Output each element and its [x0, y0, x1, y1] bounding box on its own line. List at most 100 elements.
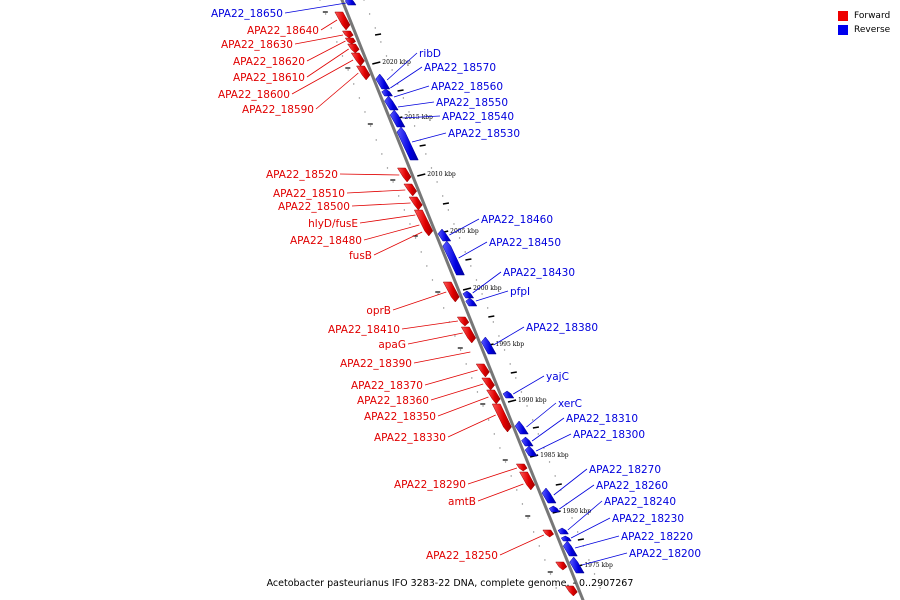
leader-line [339, 173, 400, 176]
tick-label: 1975 kbp [584, 562, 613, 569]
tick-mark [462, 287, 472, 291]
tick-label: 1980 kbp [563, 508, 592, 515]
legend: Forward Reverse [838, 9, 890, 37]
gene-label-reverse: APA22_18260 [596, 480, 668, 492]
reverse-gene [381, 88, 394, 97]
leader-line [513, 375, 545, 395]
reverse-gene [560, 535, 572, 542]
leader-line [306, 48, 349, 78]
gene-label-reverse: APA22_18230 [612, 513, 684, 525]
gene-label-forward: APA22_18590 [242, 104, 314, 116]
forward-gene [519, 471, 536, 491]
minor-tick [397, 89, 404, 92]
leader-line [467, 467, 518, 485]
forward-gene [486, 389, 501, 405]
forward-gene [341, 30, 354, 39]
leader-line [437, 396, 489, 417]
gene-label-forward: APA22_18390 [340, 358, 412, 370]
gene-label-forward: APA22_18510 [273, 188, 345, 200]
gene-label-forward: apaG [378, 339, 406, 351]
reverse-gene [481, 336, 497, 355]
gene-labels: APA22_18640 APA22_18630 APA22_18620 APA22_1… [211, 8, 701, 562]
leader-line [570, 517, 611, 539]
leader-line [306, 40, 346, 62]
legend-label-forward: Forward [854, 11, 891, 21]
tick-label: 2010 kbp [427, 171, 456, 178]
legend-swatch-forward [838, 11, 848, 21]
gene-label-reverse: APA22_18380 [526, 322, 598, 334]
minor-tick [465, 258, 472, 261]
minor-tick [442, 202, 450, 205]
reverse-gene [548, 505, 561, 513]
forward-gene [347, 43, 360, 54]
minor-tick [488, 315, 495, 318]
legend-label-reverse: Reverse [854, 25, 891, 35]
tick-mark [372, 61, 381, 65]
gene-label-forward: APA22_18610 [233, 72, 305, 84]
minor-tick [555, 483, 562, 486]
leader-line [458, 241, 488, 259]
gene-label-reverse: APA22_18550 [436, 97, 508, 109]
leader-line [397, 101, 435, 108]
reverse-gene [462, 290, 475, 299]
gene-label-reverse: yajC [546, 371, 569, 383]
reverse-gene [344, 0, 357, 6]
forward-gene [460, 326, 477, 344]
minor-tick [577, 538, 584, 541]
gene-label-forward: APA22_18330 [374, 432, 446, 444]
gene-label-reverse: APA22_18560 [431, 81, 503, 93]
forward-gene [413, 209, 434, 237]
leader-line [386, 52, 418, 81]
minor-tick [374, 33, 382, 36]
forward-gene [397, 167, 412, 183]
tick-label: 2020 kbp [382, 59, 411, 66]
leader-line [581, 552, 628, 566]
reverse-gene [541, 487, 557, 504]
gene-label-forward: APA22_18350 [364, 411, 436, 423]
leader-line [346, 189, 406, 194]
reverse-gene [521, 436, 534, 447]
genome-caption: Acetobacter pasteurianus IFO 3283-22 DNA… [266, 578, 634, 589]
gene-label-forward: APA22_18630 [221, 39, 293, 51]
gene-label-reverse: ribD [419, 48, 441, 60]
forward-gene [491, 403, 512, 433]
reverse-gene [502, 390, 515, 399]
gene-label-reverse: APA22_18240 [604, 496, 676, 508]
label-leaders [284, 2, 628, 566]
leader-line [499, 534, 545, 556]
gene-label-forward: APA22_18600 [218, 89, 290, 101]
tick-label: 1985 kbp [540, 452, 569, 459]
leader-line [390, 66, 423, 89]
gene-label-reverse: APA22_18300 [573, 429, 645, 441]
forward-gene [442, 281, 460, 303]
gene-features [334, 0, 585, 597]
leader-line [567, 500, 603, 531]
reverse-gene [465, 297, 478, 307]
gene-label-forward: APA22_18500 [278, 201, 350, 213]
leader-line [430, 383, 484, 401]
forward-gene [456, 316, 470, 327]
reverse-gene [557, 527, 569, 535]
gene-label-forward: APA22_18620 [233, 56, 305, 68]
leader-line [411, 132, 447, 143]
tick-mark [417, 173, 426, 177]
minor-tick [510, 371, 517, 374]
leader-line [407, 332, 463, 345]
forward-gene [481, 377, 495, 391]
leader-line [392, 291, 447, 311]
reverse-gene [437, 228, 452, 242]
reverse-gene [562, 540, 578, 557]
reverse-gene [442, 240, 465, 276]
gene-label-reverse: APA22_18450 [489, 237, 561, 249]
minor-tick [532, 426, 540, 429]
leader-line [535, 433, 572, 452]
leader-line [294, 34, 344, 45]
gene-label-reverse: APA22_18200 [629, 548, 701, 560]
leader-line [449, 218, 480, 236]
reverse-gene [524, 445, 538, 457]
gene-label-forward: APA22_18370 [351, 380, 423, 392]
tick-label: 2005 kbp [450, 228, 479, 235]
forward-gene [403, 183, 418, 197]
gene-label-reverse: APA22_18220 [621, 531, 693, 543]
gene-label-forward: amtB [448, 496, 476, 508]
